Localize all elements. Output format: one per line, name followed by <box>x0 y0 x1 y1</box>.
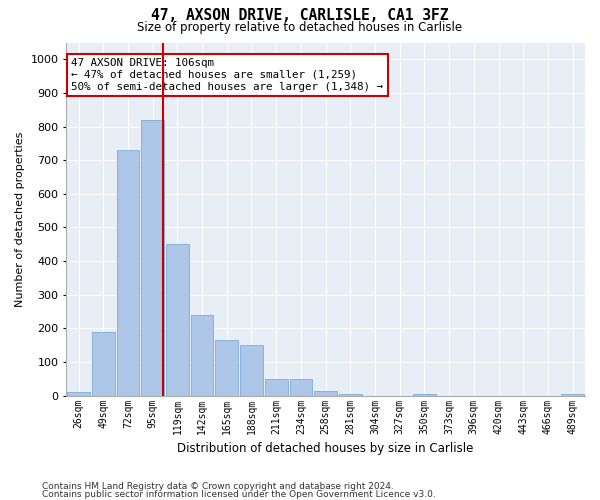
Text: 47, AXSON DRIVE, CARLISLE, CA1 3FZ: 47, AXSON DRIVE, CARLISLE, CA1 3FZ <box>151 8 449 22</box>
Bar <box>240 345 263 396</box>
Bar <box>314 390 337 396</box>
Text: Contains public sector information licensed under the Open Government Licence v3: Contains public sector information licen… <box>42 490 436 499</box>
Bar <box>290 379 312 396</box>
Bar <box>339 394 362 396</box>
Bar <box>141 120 164 396</box>
Text: Size of property relative to detached houses in Carlisle: Size of property relative to detached ho… <box>137 21 463 34</box>
Bar <box>166 244 189 396</box>
Bar <box>265 379 287 396</box>
Text: 47 AXSON DRIVE: 106sqm
← 47% of detached houses are smaller (1,259)
50% of semi-: 47 AXSON DRIVE: 106sqm ← 47% of detached… <box>71 58 383 92</box>
X-axis label: Distribution of detached houses by size in Carlisle: Distribution of detached houses by size … <box>178 442 474 455</box>
Y-axis label: Number of detached properties: Number of detached properties <box>15 132 25 307</box>
Text: Contains HM Land Registry data © Crown copyright and database right 2024.: Contains HM Land Registry data © Crown c… <box>42 482 394 491</box>
Bar <box>92 332 115 396</box>
Bar <box>413 394 436 396</box>
Bar <box>561 394 584 396</box>
Bar <box>191 315 214 396</box>
Bar <box>67 392 90 396</box>
Bar <box>215 340 238 396</box>
Bar <box>116 150 139 396</box>
